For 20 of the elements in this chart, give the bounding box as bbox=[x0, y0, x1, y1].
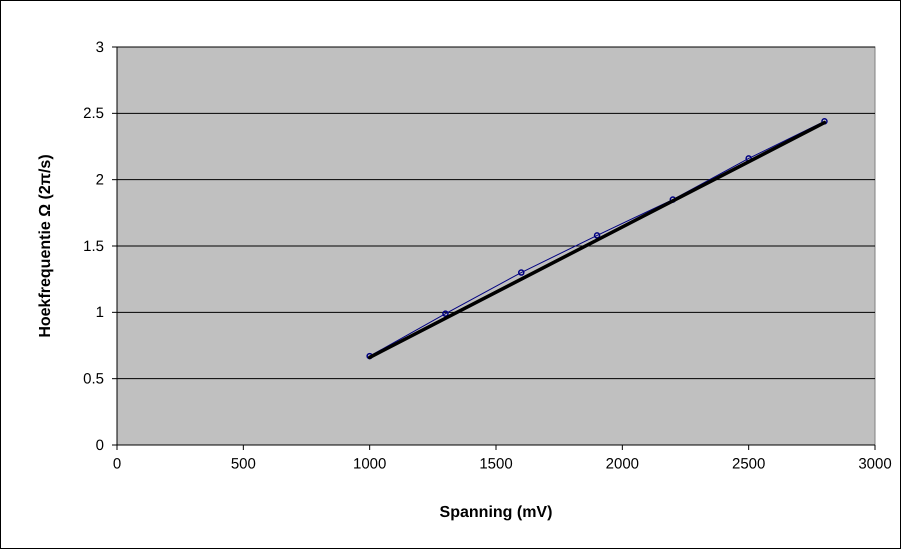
point bbox=[745, 155, 752, 162]
x-tick-label: 3000 bbox=[858, 456, 892, 473]
x-axis-title: Spanning (mV) bbox=[440, 504, 552, 521]
y-tick-label: 1.5 bbox=[83, 238, 104, 255]
y-tick-label: 2.5 bbox=[83, 105, 104, 122]
y-tick-label: 2 bbox=[96, 171, 104, 188]
x-tick-label: 1000 bbox=[352, 456, 386, 473]
x-tick-label: 1500 bbox=[479, 456, 513, 473]
x-tick-label: 2000 bbox=[606, 456, 640, 473]
y-tick-label: 0 bbox=[96, 436, 104, 454]
x-tick-label: 0 bbox=[112, 456, 122, 473]
y-tick-label: 0.5 bbox=[83, 370, 104, 388]
x-tick-label: 2500 bbox=[732, 456, 766, 473]
y-tick-label: 3 bbox=[96, 38, 104, 56]
point bbox=[518, 269, 525, 276]
point bbox=[442, 310, 449, 317]
point bbox=[594, 232, 600, 239]
y-axis-title: Hoekfrequentie Ω (2π/s) bbox=[37, 154, 54, 338]
x-tick-label: 500 bbox=[230, 456, 256, 473]
y-tick-label: 1 bbox=[96, 304, 104, 322]
